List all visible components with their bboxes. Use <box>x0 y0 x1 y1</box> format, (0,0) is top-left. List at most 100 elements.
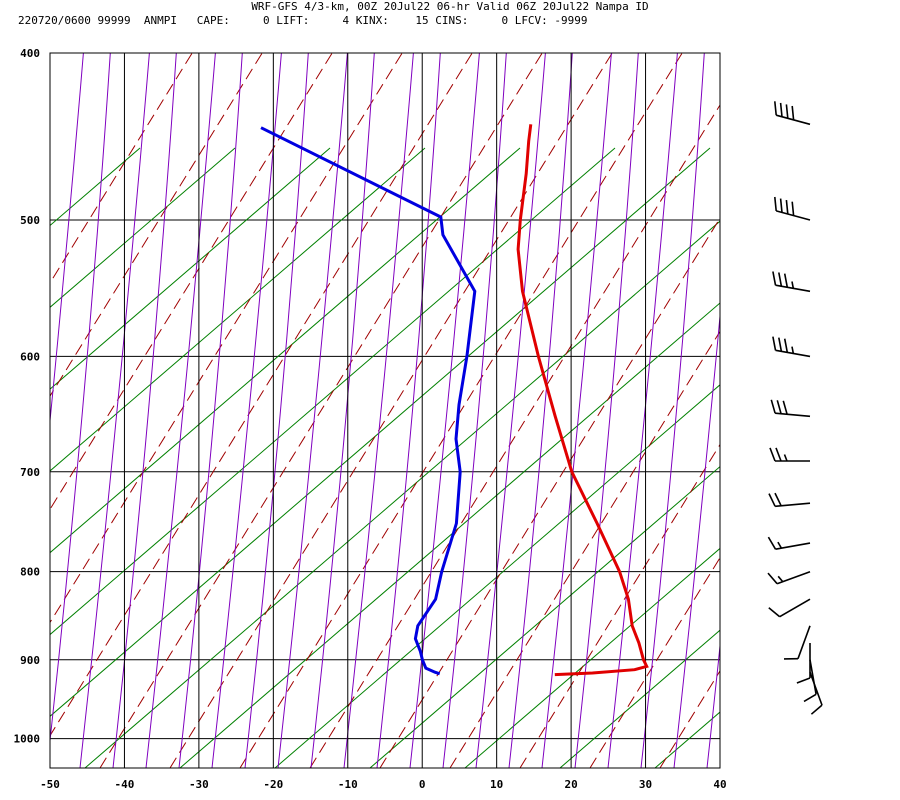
moist-adiabat <box>309 104 720 768</box>
moist-adiabat <box>50 53 193 284</box>
sounding-indices: 220720/0600 99999 ANMPI CAPE: 0 LIFT: 4 … <box>18 14 588 27</box>
mixing-ratio-line <box>310 53 375 768</box>
barb-staff <box>776 570 811 585</box>
mixing-ratio-line <box>211 53 282 768</box>
barb-staff <box>809 659 817 695</box>
barb-feather <box>774 101 777 116</box>
mixing-ratio-line <box>773 53 836 768</box>
temperature-tick-label: 10 <box>490 778 503 791</box>
plot-area <box>50 8 900 768</box>
pressure-tick-label: 700 <box>20 466 40 479</box>
temperature-tick-label: -30 <box>189 778 209 791</box>
pressure-tick-label: 500 <box>20 214 40 227</box>
wind-barb <box>809 671 823 715</box>
temperature-tick-label: -10 <box>338 778 358 791</box>
barb-feather <box>767 536 777 550</box>
dry-adiabat <box>559 629 720 768</box>
mixing-ratio-line <box>112 53 177 768</box>
dry-adiabat <box>845 148 900 768</box>
barb-staff <box>797 625 811 659</box>
barb-feather <box>772 271 777 286</box>
mixing-ratio-line <box>50 53 84 426</box>
dry-adiabat <box>464 547 720 768</box>
barb-feather <box>783 338 789 353</box>
temperature-tick-label: 0 <box>419 778 426 791</box>
moist-adiabat <box>449 330 720 768</box>
barb-feather <box>782 400 788 415</box>
dry-adiabat <box>750 148 900 768</box>
moist-adiabat <box>800 8 900 768</box>
axis-labels: 400 500 600 700 800 900 1000 -50 -40 -30 -20 -10 0 10… <box>14 47 727 791</box>
mixing-ratio-line <box>178 53 243 768</box>
barb-feather <box>778 337 783 352</box>
moist-adiabat <box>870 8 900 768</box>
pressure-tick-label: 600 <box>20 350 40 363</box>
barb-half-feather <box>783 454 788 462</box>
mixing-ratio-lines <box>50 53 836 768</box>
barb-feather <box>775 447 782 462</box>
barb-feather <box>768 607 781 618</box>
mixing-ratio-line <box>640 53 705 768</box>
mixing-ratio-line <box>541 53 612 768</box>
moist-adiabat <box>519 443 720 768</box>
dry-adiabat <box>50 147 426 472</box>
pressure-tick-label: 1000 <box>14 733 41 746</box>
moist-adiabats <box>50 8 900 768</box>
mixing-ratio-line <box>50 53 111 746</box>
mixing-ratio-line <box>574 53 639 768</box>
barb-half-feather <box>777 541 783 549</box>
wind-barb <box>768 492 811 508</box>
mixing-ratio-line <box>145 53 216 768</box>
barb-feather <box>810 704 823 715</box>
barb-half-feather <box>791 281 795 289</box>
wind-barb <box>796 643 811 684</box>
dry-adiabat <box>50 147 711 717</box>
barb-feather <box>803 693 817 703</box>
mixing-ratio-line <box>376 53 441 768</box>
moist-adiabat <box>169 53 613 768</box>
barb-feather <box>770 399 776 414</box>
barb-feather <box>779 198 783 213</box>
isotherms <box>50 53 720 768</box>
dry-adiabat <box>50 147 616 636</box>
grid-lines <box>50 52 720 740</box>
mixing-ratio-line <box>79 53 150 768</box>
dry-adiabats <box>50 147 900 768</box>
moist-adiabat <box>659 670 720 768</box>
plot-frame <box>49 52 721 769</box>
mixing-ratio-line <box>508 53 573 768</box>
barb-feather <box>776 400 782 415</box>
wind-barb <box>803 659 817 703</box>
mixing-ratio-line <box>475 53 546 768</box>
temperature-tick-label: -40 <box>115 778 135 791</box>
barb-feather <box>785 104 789 119</box>
wind-barb <box>774 101 811 126</box>
moist-adiabat <box>239 53 683 768</box>
mixing-ratio-line <box>706 640 720 768</box>
moist-adiabat <box>50 53 473 737</box>
temperature-tick-label: 30 <box>639 778 652 791</box>
wind-barbs <box>767 101 823 715</box>
wind-barb <box>767 536 811 550</box>
dry-adiabat <box>50 147 236 308</box>
moist-adiabat <box>50 53 403 624</box>
barb-feather <box>796 677 811 684</box>
barb-feather <box>774 196 777 211</box>
barb-feather <box>772 336 777 351</box>
wind-barb <box>768 598 811 618</box>
wind-barb <box>770 399 811 418</box>
barb-feather <box>768 493 776 507</box>
wind-barb <box>774 196 811 221</box>
wind-barb <box>772 336 811 358</box>
mixing-ratio-line <box>244 53 309 768</box>
barb-feather <box>774 492 782 507</box>
mixing-ratio-line <box>343 53 414 768</box>
wind-barb <box>767 570 811 585</box>
barb-half-feather <box>777 575 784 583</box>
dewpoint-trace <box>260 126 477 676</box>
barb-feather <box>778 272 783 287</box>
temperature-tick-label: -50 <box>40 778 60 791</box>
chart-title: WRF-GFS 4/3-km, 00Z 20Jul22 06-hr Valid … <box>251 0 649 13</box>
pressure-tick-label: 800 <box>20 566 40 579</box>
barb-feather <box>769 447 776 462</box>
